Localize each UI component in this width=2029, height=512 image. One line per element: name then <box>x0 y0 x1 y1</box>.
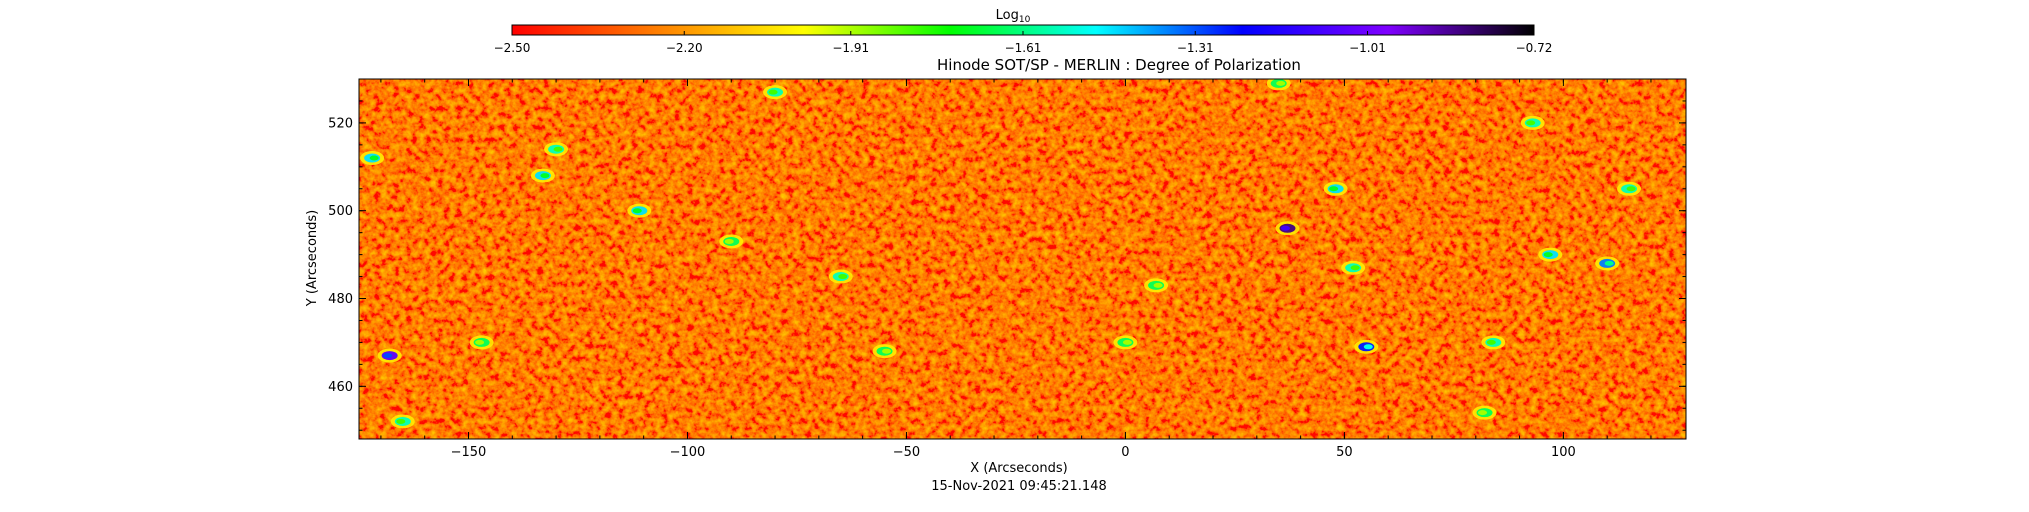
x-tick-label: −150 <box>451 445 487 460</box>
feature-patch <box>1617 181 1642 196</box>
feature-patch <box>627 203 652 218</box>
feature-patch <box>544 142 569 157</box>
feature-patch <box>1113 335 1138 350</box>
x-axis-label: X (Arcseconds) <box>970 461 1067 476</box>
y-tick-label: 500 <box>328 204 353 219</box>
heatmap-texture-fine <box>359 79 1686 439</box>
feature-patch <box>1266 79 1291 91</box>
feature-patch <box>1520 115 1545 130</box>
feature-patch <box>1323 181 1348 196</box>
y-tick-label: 460 <box>328 380 353 395</box>
x-tick-label: 100 <box>1551 445 1576 460</box>
x-tick-label: −50 <box>893 445 920 460</box>
y-axis-label: Y (Arcseconds) <box>305 210 320 307</box>
colorbar-tick-label: −1.31 <box>1177 41 1214 55</box>
y-axis: 460 480 500 520 <box>328 78 1686 431</box>
colorbar-tick-label: −1.91 <box>832 41 869 55</box>
feature-patch <box>1595 256 1620 271</box>
colorbar-tick-label: −1.01 <box>1349 41 1386 55</box>
feature-patch <box>530 168 555 183</box>
feature-patch <box>1341 260 1366 275</box>
feature-patch <box>1481 335 1506 350</box>
chart-title: Hinode SOT/SP - MERLIN : Degree of Polar… <box>937 56 1301 74</box>
colorbar: Log10 −2.50 −2.20 −1.91 −1.61 −1.31 −1.01 −0.7… <box>494 8 1553 55</box>
colorbar-label: Log10 <box>996 8 1031 25</box>
feature-patch <box>1354 339 1379 354</box>
timestamp-footer: 15-Nov-2021 09:45:21.148 <box>931 479 1107 494</box>
feature-patch <box>828 269 853 284</box>
y-tick-label: 480 <box>328 292 353 307</box>
x-tick-label: 0 <box>1121 445 1129 460</box>
feature-patch <box>1275 221 1300 236</box>
feature-patch <box>1144 278 1169 293</box>
colorbar-ticks: −2.50 −2.20 −1.91 −1.61 −1.31 −1.01 −0.72 <box>494 31 1553 55</box>
feature-patch <box>469 335 494 350</box>
feature-patch <box>872 344 897 359</box>
y-tick-label: 520 <box>328 116 353 131</box>
colorbar-tick-label: −2.20 <box>666 41 703 55</box>
feature-patch <box>719 234 744 249</box>
x-axis: −150 −100 −50 0 50 100 <box>380 79 1652 460</box>
polarization-features <box>360 79 1642 429</box>
colorbar-tick-label: −1.61 <box>1005 41 1042 55</box>
plot-frame <box>358 78 1687 440</box>
feature-patch <box>1538 247 1563 262</box>
x-tick-label: −100 <box>670 445 706 460</box>
heatmap-area <box>359 79 1686 439</box>
colorbar-tick-label: −2.50 <box>494 41 531 55</box>
feature-patch <box>377 348 402 363</box>
feature-patch <box>390 414 415 429</box>
feature-patch <box>360 151 385 166</box>
feature-patch <box>763 85 788 100</box>
colorbar-tick-label: −0.72 <box>1516 41 1553 55</box>
x-tick-label: 50 <box>1336 445 1353 460</box>
feature-patch <box>1472 405 1497 420</box>
